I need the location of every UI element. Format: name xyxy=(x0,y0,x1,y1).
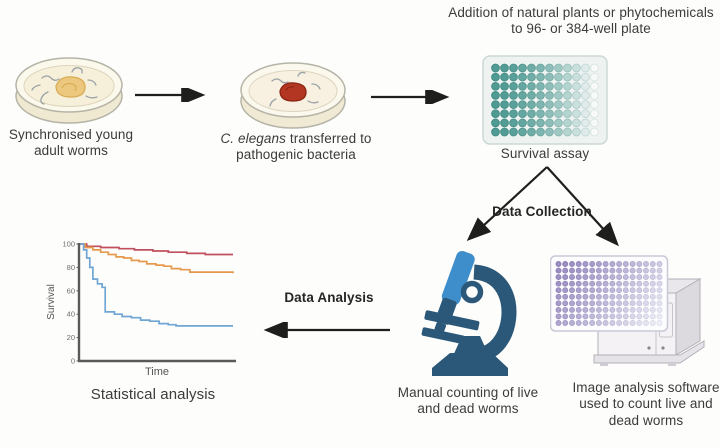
survival-chart: 0 20 40 60 80 100 Survival Time xyxy=(46,240,236,378)
microscope-icon xyxy=(421,250,517,376)
survival-curve-blue-low-survival xyxy=(79,243,233,327)
imaging-plate-wells xyxy=(555,261,663,326)
x-axis-label: Time xyxy=(145,366,169,378)
survival-curve-red-high-survival xyxy=(79,243,233,256)
data-analysis-label: Data Analysis xyxy=(284,290,374,305)
svg-text:60: 60 xyxy=(67,286,75,295)
chart-caption: Statistical analysis xyxy=(90,386,216,403)
survival-curve-orange-mid-survival xyxy=(79,243,234,274)
worms xyxy=(31,67,98,105)
survival-curves xyxy=(79,243,234,327)
assay-plate-wells xyxy=(491,63,599,137)
y-axis-ticks: 0 20 40 60 80 100 xyxy=(62,240,79,366)
worms xyxy=(269,71,321,107)
arrow-dish2-to-plate xyxy=(371,90,450,104)
dish-pathogen-label-rest: transferred to pathogenic bacteria xyxy=(236,131,372,163)
plate-caption: Survival assay xyxy=(500,146,590,161)
y-axis-label: Survival xyxy=(46,284,57,320)
petri-dish-pathogen-icon xyxy=(240,62,346,129)
imager-icon xyxy=(550,255,705,366)
data-collection-label: Data Collection xyxy=(492,204,592,219)
svg-text:80: 80 xyxy=(67,263,75,272)
data-collection-arrows xyxy=(466,166,619,247)
dish-pathogen-label-italic: C. elegans xyxy=(220,131,286,146)
imager-caption: Image analysis software used to count li… xyxy=(572,380,720,428)
dish-worms-label: Synchronised young adult worms xyxy=(8,127,134,159)
imaging-plate xyxy=(550,255,669,332)
assay-plate-icon xyxy=(482,55,608,145)
svg-text:40: 40 xyxy=(67,310,75,319)
microscope-caption: Manual counting of live and dead worms xyxy=(397,385,539,417)
arrow-dish1-to-dish2 xyxy=(135,88,206,102)
svg-text:100: 100 xyxy=(62,240,75,249)
arrow-data-analysis xyxy=(263,322,390,338)
dish-pathogen-label: C. elegans transferred to pathogenic bac… xyxy=(205,131,387,164)
petri-dish-worms-icon xyxy=(15,57,123,124)
svg-text:0: 0 xyxy=(71,357,75,366)
svg-text:20: 20 xyxy=(67,333,75,342)
plate-title: Addition of natural plants or phytochemi… xyxy=(448,5,714,37)
